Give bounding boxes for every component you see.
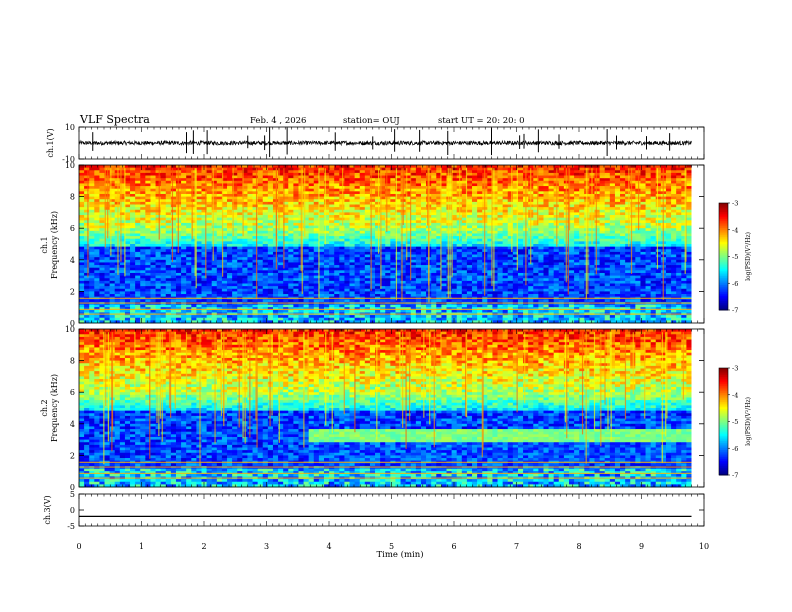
- ch2-spectrogram-panel: 0 2 4 6 8 10 ch.2 Frequency (kHz) -3 -4 -5 -6 -7 l…: [40, 325, 752, 492]
- ch1-freq-tick-label: 0: [70, 319, 75, 328]
- ch3-tick-label: 0: [70, 506, 75, 515]
- colorbar-tick-label: -6: [732, 280, 738, 288]
- ch2-freq-tick-label: 6: [70, 388, 75, 397]
- ch1-tick-label: 10: [65, 123, 75, 132]
- colorbar-label: log(PSD)(V²/Hz): [745, 397, 752, 446]
- ch2-spectrogram-ylabel-2: Frequency (kHz): [50, 374, 59, 442]
- x-tick-label: 3: [264, 542, 269, 551]
- x-tick-label: 10: [699, 542, 709, 551]
- ch2-freq-tick-label: 10: [65, 325, 75, 334]
- ch2-spectrogram-ylabel-1: ch.2: [40, 399, 49, 416]
- ch1-spectrogram-ylabel-1: ch.1: [40, 236, 49, 253]
- ch1-freq-tick-label: 10: [65, 161, 75, 170]
- x-tick-label: 7: [514, 542, 519, 551]
- ch2-freq-tick-label: 4: [70, 420, 75, 429]
- x-tick-label: 9: [639, 542, 644, 551]
- colorbar-tick-label: -6: [732, 445, 738, 453]
- x-tick-label: 1: [139, 542, 144, 551]
- ch2-spectrogram-image: [79, 329, 704, 488]
- ch3-tick-label: -5: [67, 522, 75, 531]
- ch1-colorbar: -3 -4 -5 -6 -7 log(PSD)(V²/Hz): [718, 200, 752, 315]
- ch1-spectrogram-ylabel-2: Frequency (kHz): [50, 211, 59, 279]
- ch1-freq-tick-label: 4: [70, 256, 75, 265]
- colorbar-tick-label: -7: [732, 307, 738, 315]
- colorbar-tick-label: -5: [732, 253, 738, 261]
- figure-title: VLF Spectra: [79, 113, 150, 126]
- x-tick-label: 0: [76, 542, 81, 551]
- ch2-freq-tick-label: 2: [70, 451, 75, 460]
- ch1-spectrogram-panel: 0 2 4 6 8 10 ch.1 Frequency (kHz) -3 -4 -5 -6 -7 l…: [40, 161, 752, 328]
- ch1-freq-tick-label: 6: [70, 224, 75, 233]
- ch1-noise-trace: [78, 139, 692, 147]
- ch1-tick-label: -10: [62, 155, 75, 164]
- x-tick-label: 8: [576, 542, 581, 551]
- x-tick-label: 4: [326, 542, 331, 551]
- colorbar-label: log(PSD)(V²/Hz): [745, 232, 752, 281]
- colorbar-tick-label: -4: [732, 226, 738, 234]
- figure-station: station= OUJ: [343, 116, 400, 126]
- x-axis: 0 1 2 3 4 5 6 7 8 9 10: [76, 542, 709, 551]
- colorbar-tick-label: -5: [732, 418, 738, 426]
- ch2-freq-tick-label: 8: [70, 357, 75, 366]
- colorbar-tick-label: -7: [732, 472, 738, 480]
- ch1-freq-tick-label: 8: [70, 193, 75, 202]
- colorbar-tick-label: -3: [732, 365, 738, 373]
- ch2-colorbar: -3 -4 -5 -6 -7 log(PSD)(V²/Hz): [718, 365, 752, 480]
- ch1-trace: [78, 127, 692, 158]
- ch1-ylabel: ch.1(V): [46, 128, 55, 157]
- figure-start-time: start UT = 20: 20: 0: [438, 116, 525, 126]
- x-tick-label: 2: [201, 542, 206, 551]
- x-axis-label: Time (min): [376, 549, 423, 560]
- colorbar-tick-label: -4: [732, 391, 738, 399]
- ch3-ylabel: ch.3(V): [43, 495, 52, 524]
- ch3-tick-label: 5: [70, 490, 75, 499]
- figure-date: Feb. 4 , 2026: [250, 116, 306, 126]
- ch1-waveform-panel: 10 -10 ch.1(V): [46, 123, 705, 164]
- ch1-spectrogram-image: [79, 165, 704, 324]
- ch2-freq-tick-label: 0: [70, 483, 75, 492]
- ch3-panel: 5 0 -5 ch.3(V): [43, 490, 705, 531]
- x-tick-label: 6: [451, 542, 456, 551]
- ch1-freq-tick-label: 2: [70, 287, 75, 296]
- colorbar-tick-label: -3: [732, 200, 738, 208]
- x-tick-label: 5: [389, 542, 394, 551]
